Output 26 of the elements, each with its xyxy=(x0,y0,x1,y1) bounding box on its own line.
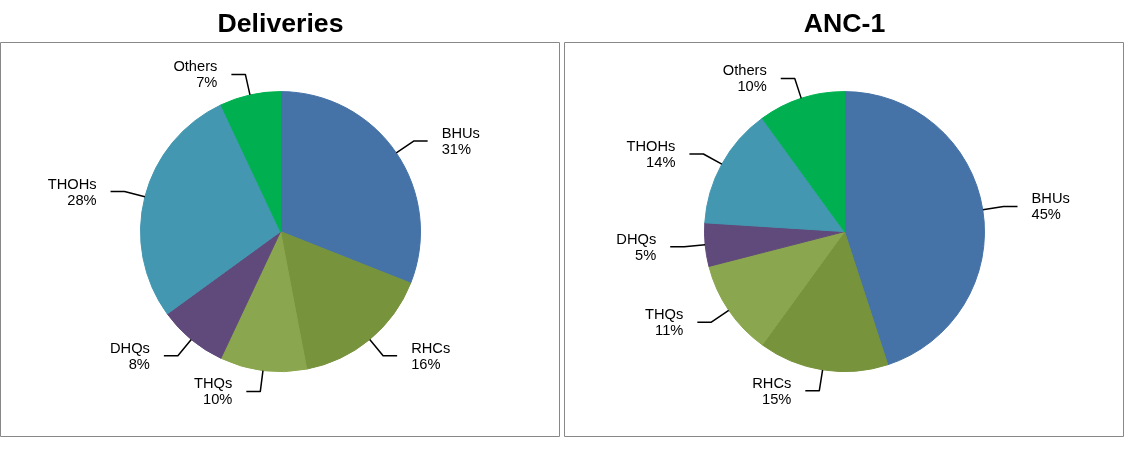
data-label: 10% xyxy=(737,78,767,95)
slice-label: THQs xyxy=(645,306,684,323)
data-label: 45% xyxy=(1031,206,1061,223)
slice-label: Others xyxy=(722,62,767,79)
data-label: 16% xyxy=(411,355,441,372)
slice-label: DHQs xyxy=(616,230,657,247)
data-label: 14% xyxy=(646,153,676,170)
slice-label: DHQs xyxy=(109,339,150,356)
data-label: 7% xyxy=(196,74,218,91)
data-label: 5% xyxy=(635,246,657,263)
chart-title: Deliveries xyxy=(217,7,344,38)
slice-label: RHCs xyxy=(752,374,792,391)
data-label: 10% xyxy=(202,391,233,408)
slice-label: RHCs xyxy=(411,339,451,356)
data-label: 11% xyxy=(655,322,684,339)
chart-title: ANC-1 xyxy=(803,7,886,38)
slice-label: Others xyxy=(173,58,218,75)
data-label: 28% xyxy=(67,191,97,208)
data-label: 31% xyxy=(441,141,471,158)
slice-label: BHUs xyxy=(441,125,480,142)
slice-label: BHUs xyxy=(1031,190,1070,207)
slice-label: THQs xyxy=(194,375,233,392)
slice-label: THOHs xyxy=(47,175,97,192)
data-label: 15% xyxy=(761,390,792,407)
slice-label: THOHs xyxy=(626,137,676,154)
data-label: 8% xyxy=(128,355,150,372)
